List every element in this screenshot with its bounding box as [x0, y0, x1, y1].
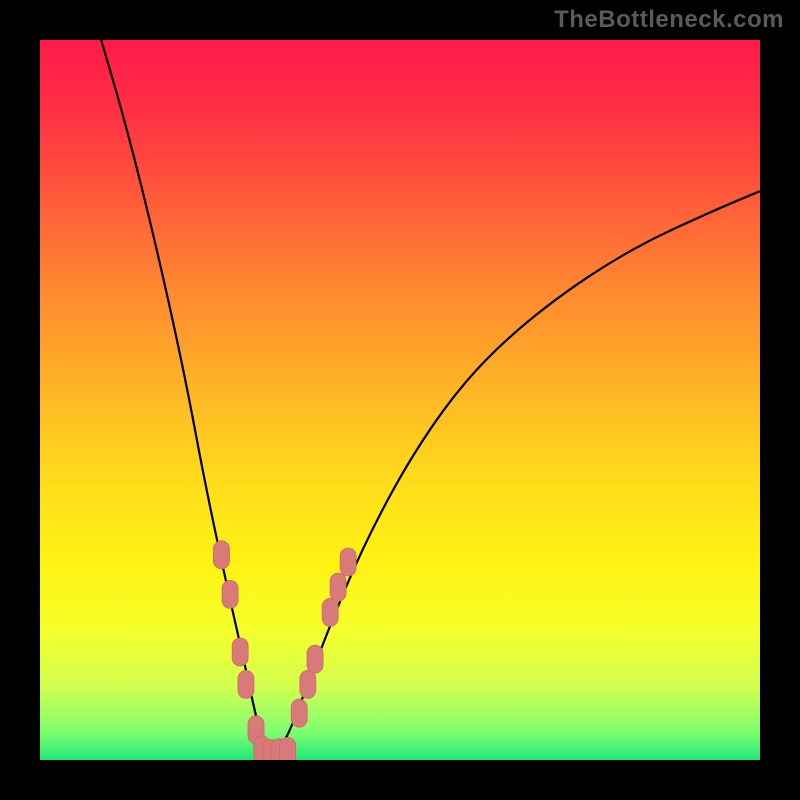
data-marker [300, 670, 316, 698]
data-marker [291, 699, 307, 727]
bottleneck-curve [101, 40, 760, 753]
data-marker [280, 737, 296, 760]
data-marker [232, 638, 248, 666]
data-marker [340, 548, 356, 576]
data-marker [213, 541, 229, 569]
data-marker [222, 580, 238, 608]
data-marker [307, 645, 323, 673]
watermark-text: TheBottleneck.com [554, 6, 784, 34]
data-marker [322, 598, 338, 626]
curve-layer [40, 40, 760, 760]
chart-root: TheBottleneck.com [0, 0, 800, 800]
data-marker [238, 670, 254, 698]
plot-area [40, 40, 760, 760]
data-marker [330, 573, 346, 601]
